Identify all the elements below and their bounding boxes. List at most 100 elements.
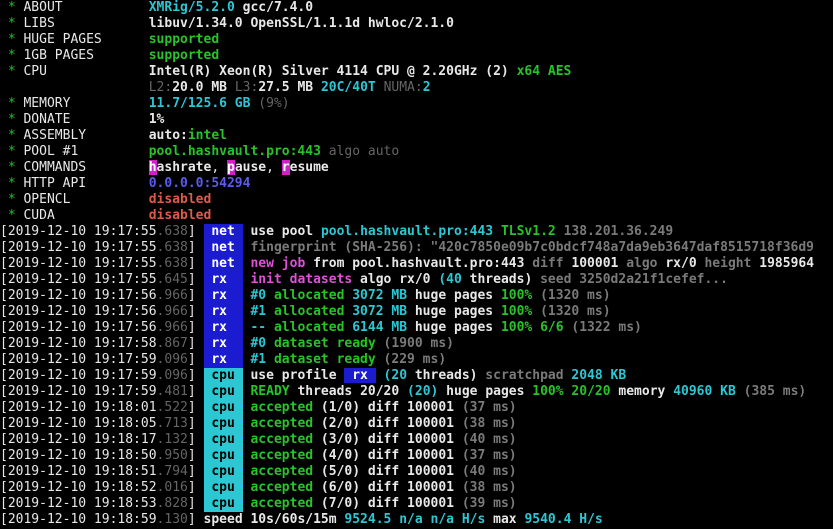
pool-address: pool.hashvault.pro:443 — [148, 144, 321, 159]
log-tag-rx: rx — [203, 288, 243, 304]
banner-bullet: * — [0, 112, 24, 127]
log-segment: huge pages — [407, 288, 501, 303]
log-segment: READY — [250, 384, 290, 399]
banner-label: DONATE — [23, 112, 149, 127]
log-segment: huge pages — [438, 384, 533, 399]
log-segment: 100001 — [571, 256, 619, 271]
banner-bullet: * — [0, 32, 24, 47]
banner-label: CPU — [23, 64, 149, 79]
log-segment: 138.201.36.249 — [563, 224, 674, 239]
log-line: [2019-12-10 19:17:56.966] rx #0 allocate… — [0, 288, 833, 304]
log-line: [2019-12-10 19:17:59.481] cpu READY thre… — [0, 384, 833, 400]
log-segment: (20 — [383, 368, 408, 383]
log-segment: algo — [352, 272, 400, 287]
log-timestamp: [2019-12-10 19:18:59 — [0, 512, 157, 527]
log-tag-cpu: cpu — [203, 464, 243, 480]
command-hotkey: h — [148, 160, 157, 175]
memory-percent: (9%) — [258, 96, 290, 111]
log-tag-cpu: cpu — [203, 480, 243, 496]
log-line: [2019-12-10 19:18:53.828] cpu accepted (… — [0, 496, 833, 512]
log-tag-rx: rx — [203, 304, 243, 320]
cuda-value: disabled — [148, 208, 212, 223]
log-segment: n/a — [430, 512, 454, 527]
log-timestamp: [2019-12-10 19:17:59 — [0, 368, 157, 383]
cpu-arch: x64 — [516, 64, 541, 79]
log-segment: 1985964 — [759, 256, 815, 271]
log-segment: height — [696, 256, 760, 271]
log-timestamp-close: ] — [187, 352, 204, 367]
pool-algo-label: algo — [328, 144, 361, 159]
banner-row-http-api: * HTTP API 0.0.0.0:54294 — [0, 176, 833, 192]
log-segment: threads) — [407, 368, 478, 383]
log-segment: MB — [383, 288, 408, 303]
log-segment: diff — [360, 416, 408, 431]
log-segment — [454, 480, 462, 495]
banner-row-commands: * COMMANDS hashrate, pause, resume — [0, 160, 329, 175]
log-segment: diff — [524, 256, 572, 271]
log-timestamp-ms: .130 — [156, 512, 188, 527]
opencl-value: disabled — [148, 192, 212, 207]
log-segment: seed — [532, 272, 580, 287]
log-timestamp: [2019-12-10 19:17:56 — [0, 288, 157, 303]
log-segment: (5/0) — [313, 464, 361, 479]
log-tag-net: net — [203, 224, 243, 240]
log-segment: (20) — [407, 384, 439, 399]
log-line: [2019-12-10 19:17:59.096] cpu use profil… — [0, 368, 833, 384]
log-segment: diff — [360, 400, 408, 415]
about-version: XMRig/5.2.0 — [148, 0, 235, 15]
log-segment — [454, 464, 462, 479]
log-segment: (385 ms) — [743, 384, 807, 399]
log-timestamp-close: ] — [187, 368, 204, 383]
log-timestamp-ms: .132 — [156, 432, 188, 447]
log-timestamp: [2019-12-10 19:17:58 — [0, 336, 157, 351]
log-segment: allocated — [266, 320, 353, 335]
libs-value: libuv/1.34.0 OpenSSL/1.1.1d hwloc/2.1.0 — [148, 16, 454, 31]
log-tag-cpu: cpu — [203, 384, 243, 400]
log-segment: dataset ready — [266, 352, 376, 367]
log-line: [2019-12-10 19:18:17.132] cpu accepted (… — [0, 432, 833, 448]
log-segment — [376, 336, 384, 351]
log-timestamp-ms: .966 — [156, 288, 188, 303]
log-segment: 100001 — [407, 416, 455, 431]
log-segment — [736, 384, 744, 399]
log-tag-cpu: cpu — [203, 416, 243, 432]
command-hotkey: p — [227, 160, 235, 175]
banner-label: MEMORY — [23, 96, 149, 111]
log-timestamp: [2019-12-10 19:17:56 — [0, 320, 157, 335]
log-segment: 100001 — [407, 448, 455, 463]
log-timestamp-close: ] — [187, 432, 204, 447]
log-timestamp-close: ] — [187, 464, 204, 479]
log-timestamp-close: ] — [187, 400, 204, 415]
log-timestamp: [2019-12-10 19:17:56 — [0, 304, 157, 319]
log-segment: accepted — [250, 416, 314, 431]
log-segment: MB — [383, 304, 408, 319]
command-label: ashrate — [156, 160, 212, 175]
log-timestamp: [2019-12-10 19:17:55 — [0, 272, 157, 287]
log-segment — [376, 368, 384, 383]
log-segment: from — [305, 256, 353, 271]
log-timestamp-ms: .522 — [156, 400, 188, 415]
banner-label: COMMANDS — [23, 160, 149, 175]
banner-label: HTTP API — [23, 176, 149, 191]
banner-label: HUGE PAGES — [23, 32, 149, 47]
banner-bullet: * — [0, 96, 24, 111]
log-tag-cpu: cpu — [203, 496, 243, 512]
log-segment: threads) — [461, 272, 533, 287]
banner-bullet: * — [0, 176, 24, 191]
log-segment: 6/6 — [540, 320, 564, 335]
log-tag-speed: speed — [203, 512, 243, 527]
log-tag-net: net — [203, 240, 243, 256]
log-timestamp-close: ] — [187, 288, 204, 303]
banner-row-opencl: * OPENCL disabled — [0, 192, 833, 208]
banner-row-cpu-cache: L2:20.0 MB L3:27.5 MB 20C/40T NUMA:2 — [0, 80, 833, 96]
log-segment: use pool — [250, 224, 321, 239]
log-timestamp-close: ] — [187, 320, 204, 335]
about-compiler: gcc/7.4.0 — [242, 0, 314, 15]
log-timestamp-ms: .481 — [156, 384, 188, 399]
log-segment: (40 — [438, 272, 462, 287]
log-timestamp-ms: .638 — [156, 240, 188, 255]
banner-bullet: * — [0, 16, 24, 31]
log-segment: algo — [618, 256, 666, 271]
log-segment: (1/0) — [313, 400, 361, 415]
